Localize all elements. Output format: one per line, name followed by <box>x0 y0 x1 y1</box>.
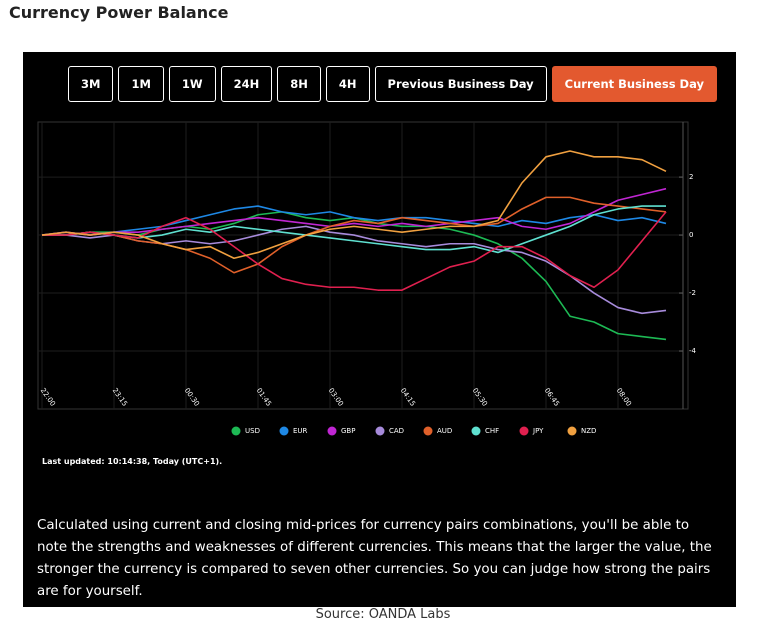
y-tick-label: 2 <box>689 173 693 181</box>
legend-marker <box>231 426 241 436</box>
range-buttons: 3M 1M 1W 24H 8H 4H Previous Business Day Curren… <box>68 66 717 102</box>
x-tick-label: 22:00 <box>39 387 57 408</box>
legend-marker <box>567 426 577 436</box>
series-line <box>41 150 667 260</box>
legend-label: CHF <box>485 427 499 435</box>
range-button[interactable]: 4H <box>325 66 370 102</box>
x-tick-label: 03:00 <box>327 387 345 408</box>
y-tick-label: -4 <box>689 347 697 355</box>
series-line <box>42 196 667 274</box>
legend-marker <box>327 426 337 436</box>
range-button[interactable]: 1M <box>118 66 164 102</box>
legend-marker <box>279 426 289 436</box>
legend-marker <box>519 426 529 436</box>
legend-label: USD <box>245 427 260 435</box>
legend-label: AUD <box>437 427 452 435</box>
legend-label: GBP <box>341 427 355 435</box>
legend-label: JPY <box>532 427 544 435</box>
legend-label: CAD <box>389 427 404 435</box>
series-line <box>42 225 667 315</box>
x-tick-label: 08:00 <box>615 387 633 408</box>
widget-panel: -4 -2 0 2 22:00 23:15 00:30 01:45 03:00 04:15 05:3… <box>23 52 736 607</box>
legend-label: NZD <box>581 427 596 435</box>
legend-label: EUR <box>293 427 308 435</box>
y-tick-label: -2 <box>689 289 696 297</box>
page-title: Currency Power Balance <box>9 3 229 22</box>
range-button[interactable]: Current Business Day <box>551 66 717 102</box>
range-button[interactable]: 1W <box>168 66 216 102</box>
series-line <box>42 211 667 341</box>
last-updated: Last updated: 10:14:38, Today (UTC+1). <box>42 457 223 466</box>
plot-frame <box>37 121 689 410</box>
range-button[interactable]: 8H <box>277 66 321 102</box>
series-line <box>42 211 667 291</box>
description: Calculated using current and closing mid… <box>37 518 712 599</box>
legend-marker <box>471 426 481 436</box>
x-tick-label: 06:45 <box>543 387 561 408</box>
series-line <box>41 187 667 236</box>
x-tick-label: 05:30 <box>471 387 489 408</box>
legend-marker <box>375 426 385 436</box>
legend-marker <box>423 426 433 436</box>
series-line <box>42 205 666 254</box>
x-tick-label: 04:15 <box>399 387 417 408</box>
range-button[interactable]: Previous Business Day <box>374 66 547 102</box>
series-line <box>41 205 667 236</box>
y-tick-label: 0 <box>689 231 693 239</box>
chart: -4 -2 0 2 22:00 23:15 00:30 01:45 03:00 04:15 05:3… <box>37 121 697 436</box>
x-tick-label: 23:15 <box>111 387 129 408</box>
range-button[interactable]: 24H <box>220 66 273 102</box>
x-tick-label: 01:45 <box>255 387 273 408</box>
x-tick-label: 00:30 <box>183 387 201 408</box>
source: Source: OANDA Labs <box>315 607 451 622</box>
range-button[interactable]: 3M <box>68 66 114 102</box>
